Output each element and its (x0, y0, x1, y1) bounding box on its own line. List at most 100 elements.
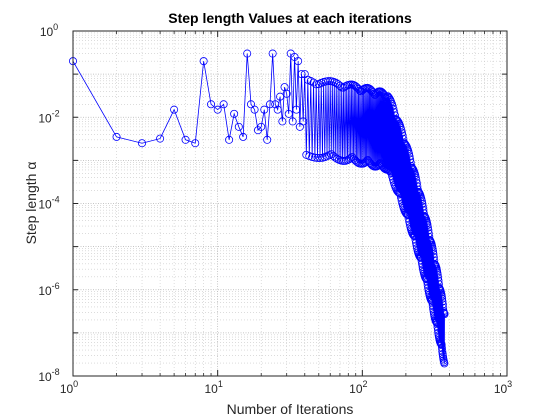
data-point-marker (438, 349, 447, 358)
data-point-marker (225, 135, 234, 144)
data-point-marker (243, 49, 252, 58)
data-point-marker (411, 173, 420, 182)
data-point-marker (260, 105, 269, 114)
data-point-marker (213, 105, 222, 114)
data-point-marker (312, 80, 321, 89)
data-point-marker (404, 214, 413, 223)
data-point-marker (402, 209, 411, 218)
data-point-marker (418, 199, 427, 208)
data-point-marker (379, 163, 388, 172)
data-point-marker (440, 310, 449, 319)
data-point-marker (181, 135, 190, 144)
data-point-marker (265, 100, 274, 109)
data-point-marker (405, 152, 414, 161)
data-point-marker (417, 256, 426, 265)
data-point-marker (323, 152, 332, 161)
data-point-marker (199, 57, 208, 66)
data-point-marker (292, 105, 301, 114)
data-point-marker (191, 139, 200, 148)
data-point-marker (437, 344, 446, 353)
data-point-marker (278, 117, 287, 126)
data-point-marker (288, 117, 297, 126)
data-point-marker (417, 253, 426, 262)
data-point-marker (397, 128, 406, 137)
data-point-marker (428, 244, 437, 253)
data-point-marker (434, 273, 443, 282)
data-point-marker (423, 221, 432, 230)
data-point-marker (284, 109, 293, 118)
data-point-marker (438, 347, 447, 356)
data-point-marker (433, 323, 442, 332)
data-point-marker (394, 188, 403, 197)
data-point-marker (405, 217, 414, 226)
data-point-marker (396, 193, 405, 202)
data-point-marker (438, 300, 447, 309)
data-point-marker (397, 196, 406, 205)
data-point-marker (437, 340, 446, 349)
data-point-marker (387, 169, 396, 178)
data-point-marker (170, 105, 179, 114)
data-point-marker (406, 155, 415, 164)
data-point-marker (361, 158, 370, 167)
data-point-marker (433, 268, 442, 277)
data-point-marker (276, 92, 285, 101)
data-point-marker (308, 153, 317, 162)
data-point-marker (282, 89, 291, 98)
data-point-marker (345, 155, 354, 164)
data-point-marker (404, 149, 413, 158)
data-point-marker (388, 172, 397, 181)
data-point-marker (418, 259, 427, 268)
data-point-marker (410, 232, 419, 241)
data-point-marker (371, 89, 380, 98)
data-point-marker (415, 252, 424, 261)
data-point-marker (423, 277, 432, 286)
data-point-marker (230, 109, 239, 118)
data-point-marker (386, 167, 395, 176)
data-point-marker (271, 100, 280, 109)
data-point-marker (324, 77, 333, 86)
data-point-marker (112, 132, 121, 141)
data-point-marker (423, 223, 432, 232)
data-point-marker (434, 280, 443, 289)
data-point-marker (234, 122, 243, 131)
data-point-marker (263, 135, 272, 144)
data-point-marker (273, 105, 282, 114)
data-point-marker (437, 292, 446, 301)
data-point-marker (434, 328, 443, 337)
data-point-marker (297, 70, 306, 79)
data-point-marker (246, 100, 255, 109)
data-point-marker (429, 247, 438, 256)
data-point-marker (250, 105, 259, 114)
series-line (72, 53, 445, 364)
data-point-marker (384, 93, 393, 102)
data-point-marker (299, 117, 308, 126)
data-point-marker (219, 100, 228, 109)
data-point-marker (429, 250, 438, 259)
data-point-marker (392, 115, 401, 124)
data-point-marker (412, 238, 421, 247)
data-point-marker (440, 359, 449, 368)
data-point-marker (156, 134, 165, 143)
data-point-marker (421, 273, 430, 282)
data-point-marker (428, 302, 437, 311)
data-point-marker (138, 139, 147, 148)
data-point-marker (389, 105, 398, 114)
data-point-marker (439, 303, 448, 312)
x-axis-label: Number of Iterations (227, 401, 354, 417)
data-point-marker (417, 197, 426, 206)
data-point-marker (418, 202, 427, 211)
y-axis-label: Step length α (23, 162, 39, 245)
data-point-marker (411, 235, 420, 244)
data-point-marker (415, 251, 424, 260)
chart-title: Step length Values at each iterations (168, 10, 412, 26)
axis-ticks (72, 30, 508, 377)
data-point-marker (257, 122, 266, 131)
data-point-marker (412, 176, 421, 185)
data-point-marker (424, 226, 433, 235)
data-point-marker (351, 82, 360, 91)
data-point-marker (438, 297, 447, 306)
data-point-marker (268, 49, 277, 58)
data-point-marker (395, 189, 404, 198)
data-point-marker (409, 231, 418, 240)
